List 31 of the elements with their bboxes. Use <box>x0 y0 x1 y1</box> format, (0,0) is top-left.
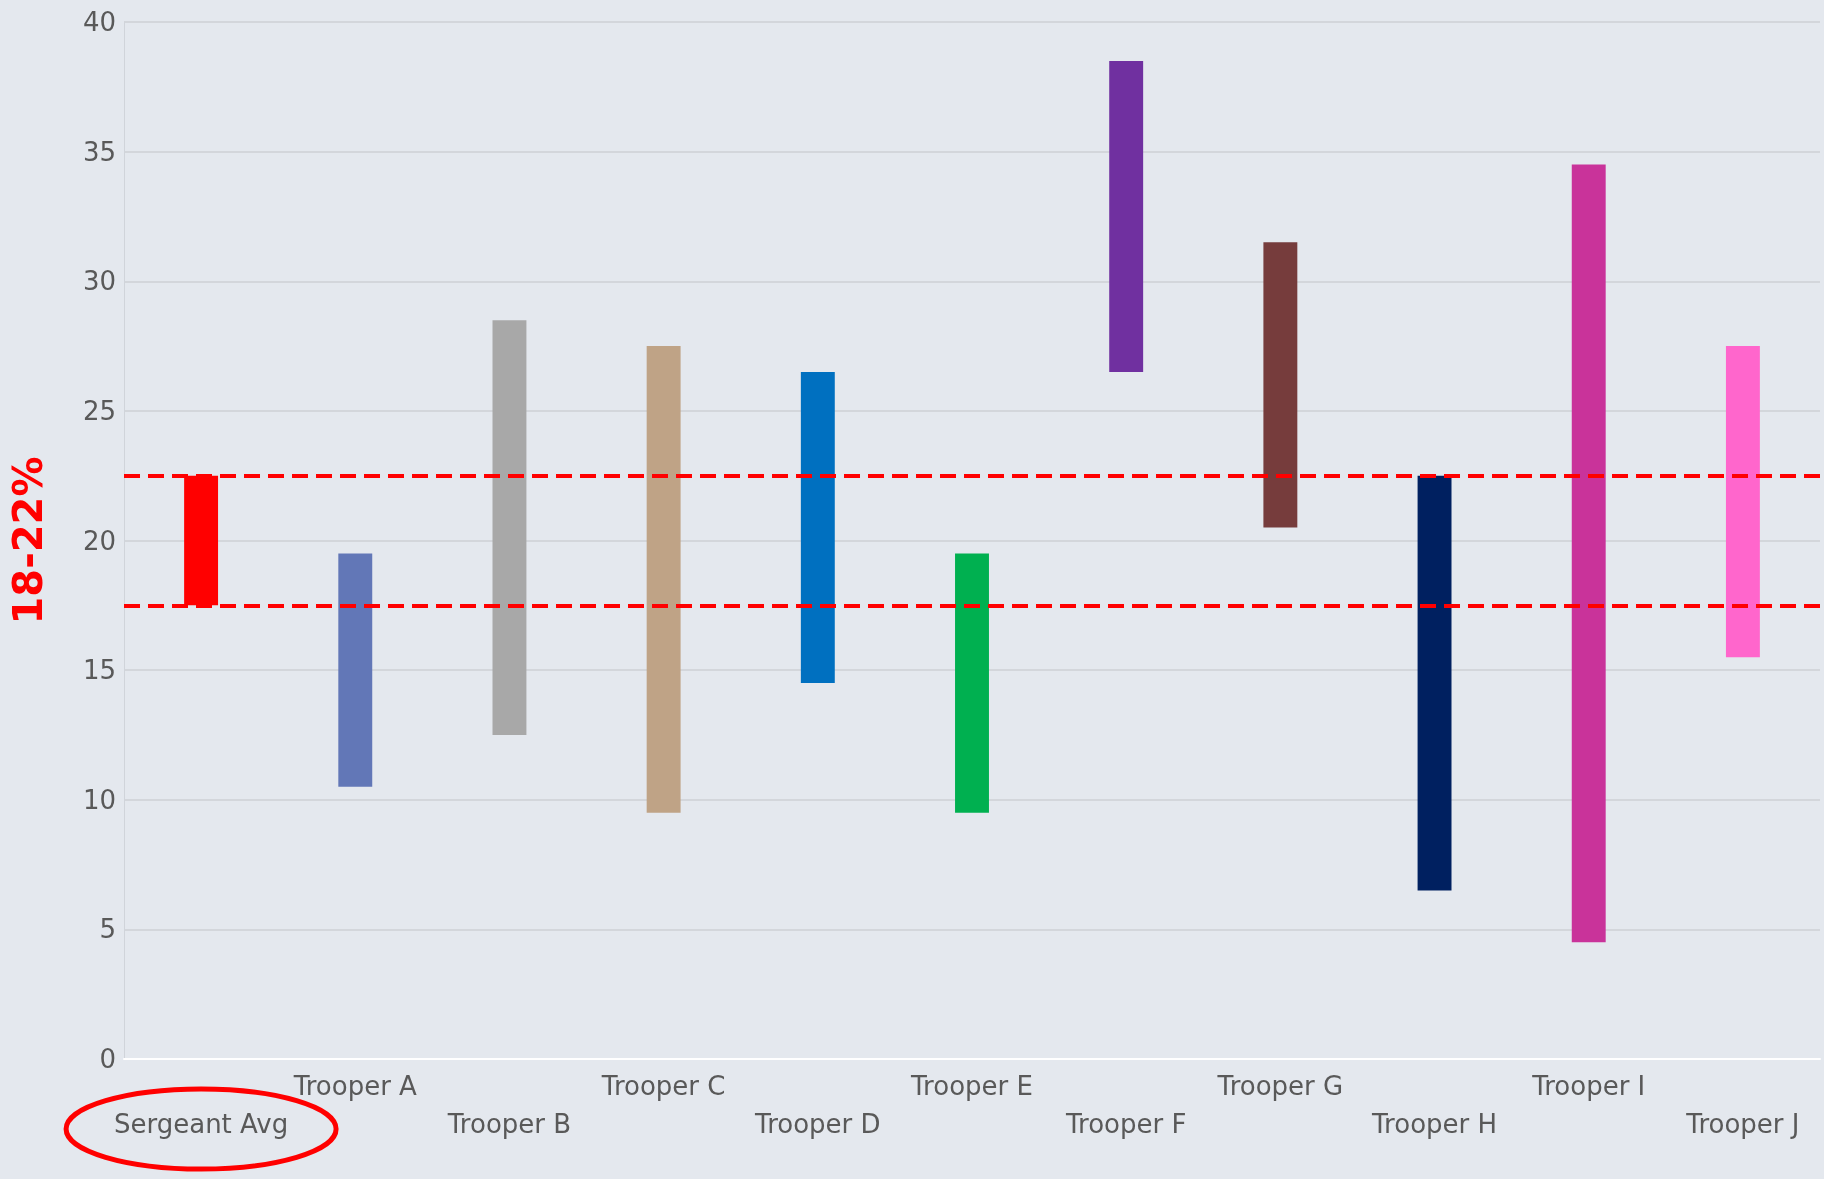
y-tick-label: 40 <box>82 7 116 37</box>
bar <box>1725 346 1760 658</box>
bar <box>800 371 835 684</box>
y-axis-title: 18-22% <box>5 456 51 625</box>
y-tick-label: 15 <box>82 655 116 686</box>
x-tick-label: Trooper D <box>754 1109 881 1139</box>
bar <box>646 346 681 813</box>
y-tick-label: 10 <box>82 784 116 815</box>
x-tick-label: Trooper C <box>600 1071 726 1101</box>
y-tick-label: 20 <box>82 525 116 556</box>
bar <box>955 553 989 813</box>
y-tick-label: 30 <box>82 266 116 297</box>
x-tick-label: Trooper I <box>1531 1071 1646 1101</box>
y-tick-label: 0 <box>99 1044 116 1074</box>
x-tick-label: Trooper G <box>1216 1071 1344 1101</box>
x-tick-label: Trooper H <box>1371 1109 1498 1139</box>
x-tick-label: Trooper J <box>1685 1109 1800 1139</box>
x-tick-label: Trooper B <box>446 1109 572 1139</box>
x-tick-label: Trooper E <box>910 1071 1033 1101</box>
y-tick-label: 25 <box>82 395 116 426</box>
bar <box>1109 60 1144 372</box>
bar <box>492 320 527 735</box>
x-tick-label: Sergeant Avg <box>113 1109 289 1139</box>
x-tick-label: Trooper A <box>292 1071 418 1101</box>
y-tick-label: 5 <box>99 914 116 945</box>
y-tick-label: 35 <box>82 136 116 167</box>
bar <box>1263 242 1298 528</box>
bar <box>1571 164 1606 943</box>
bar <box>338 553 373 787</box>
bar <box>1417 475 1452 891</box>
x-tick-label: Trooper F <box>1064 1109 1187 1139</box>
